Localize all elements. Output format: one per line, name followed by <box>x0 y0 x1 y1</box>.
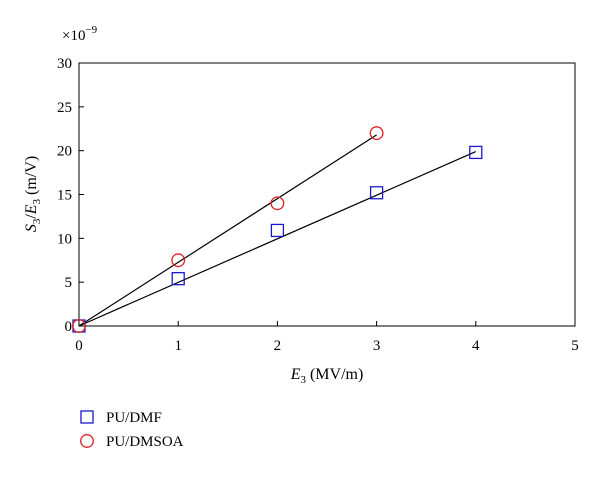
x-axis-label: E3 (MV/m) <box>290 366 364 386</box>
y-tick-label: 0 <box>65 319 73 335</box>
data-point-pu-dmf <box>469 145 483 160</box>
data-point-pu-dmf <box>270 223 285 238</box>
legend-marker-pu-dmf <box>80 410 94 424</box>
y-axis-label: S3/E3 (m/V) <box>23 156 43 232</box>
x-tick-label: 5 <box>571 338 579 354</box>
legend-marker-pu-dmsoa <box>80 434 94 448</box>
legend: PU/DMF PU/DMSOA <box>80 410 184 450</box>
data-point-pu-dmf <box>171 272 185 286</box>
fit-line-pu-dmsoa <box>78 134 377 327</box>
data-point-pu-dmsoa <box>72 319 86 333</box>
data-point-pu-dmsoa <box>171 253 186 268</box>
data-markers <box>72 126 483 333</box>
x-tick-label: 1 <box>174 338 182 354</box>
data-point-pu-dmf <box>369 186 384 200</box>
x-tick-label: 3 <box>373 338 381 354</box>
y-multiplier: ×10−9 <box>62 24 98 44</box>
data-point-pu-dmsoa <box>270 196 285 211</box>
legend-label-pu-dmf: PU/DMF <box>106 410 162 426</box>
x-tick-label: 4 <box>472 338 480 354</box>
fit-line-pu-dmf <box>78 150 477 327</box>
y-tick-label: 20 <box>57 144 72 160</box>
y-tick-label: 15 <box>57 188 72 204</box>
x-tick-label: 0 <box>75 338 83 354</box>
y-tick-label: 10 <box>57 231 72 247</box>
y-tick-label: 25 <box>57 100 72 116</box>
x-tick-label: 2 <box>274 338 282 354</box>
legend-label-pu-dmsoa: PU/DMSOA <box>106 434 184 450</box>
y-tick-label: 30 <box>57 56 72 72</box>
data-point-pu-dmsoa <box>369 126 384 141</box>
plot-frame <box>78 62 576 327</box>
fit-lines <box>78 134 477 327</box>
ticks: 0 1 2 3 4 5 0 5 10 15 20 25 30 <box>57 56 579 354</box>
y-tick-label: 5 <box>65 275 73 291</box>
